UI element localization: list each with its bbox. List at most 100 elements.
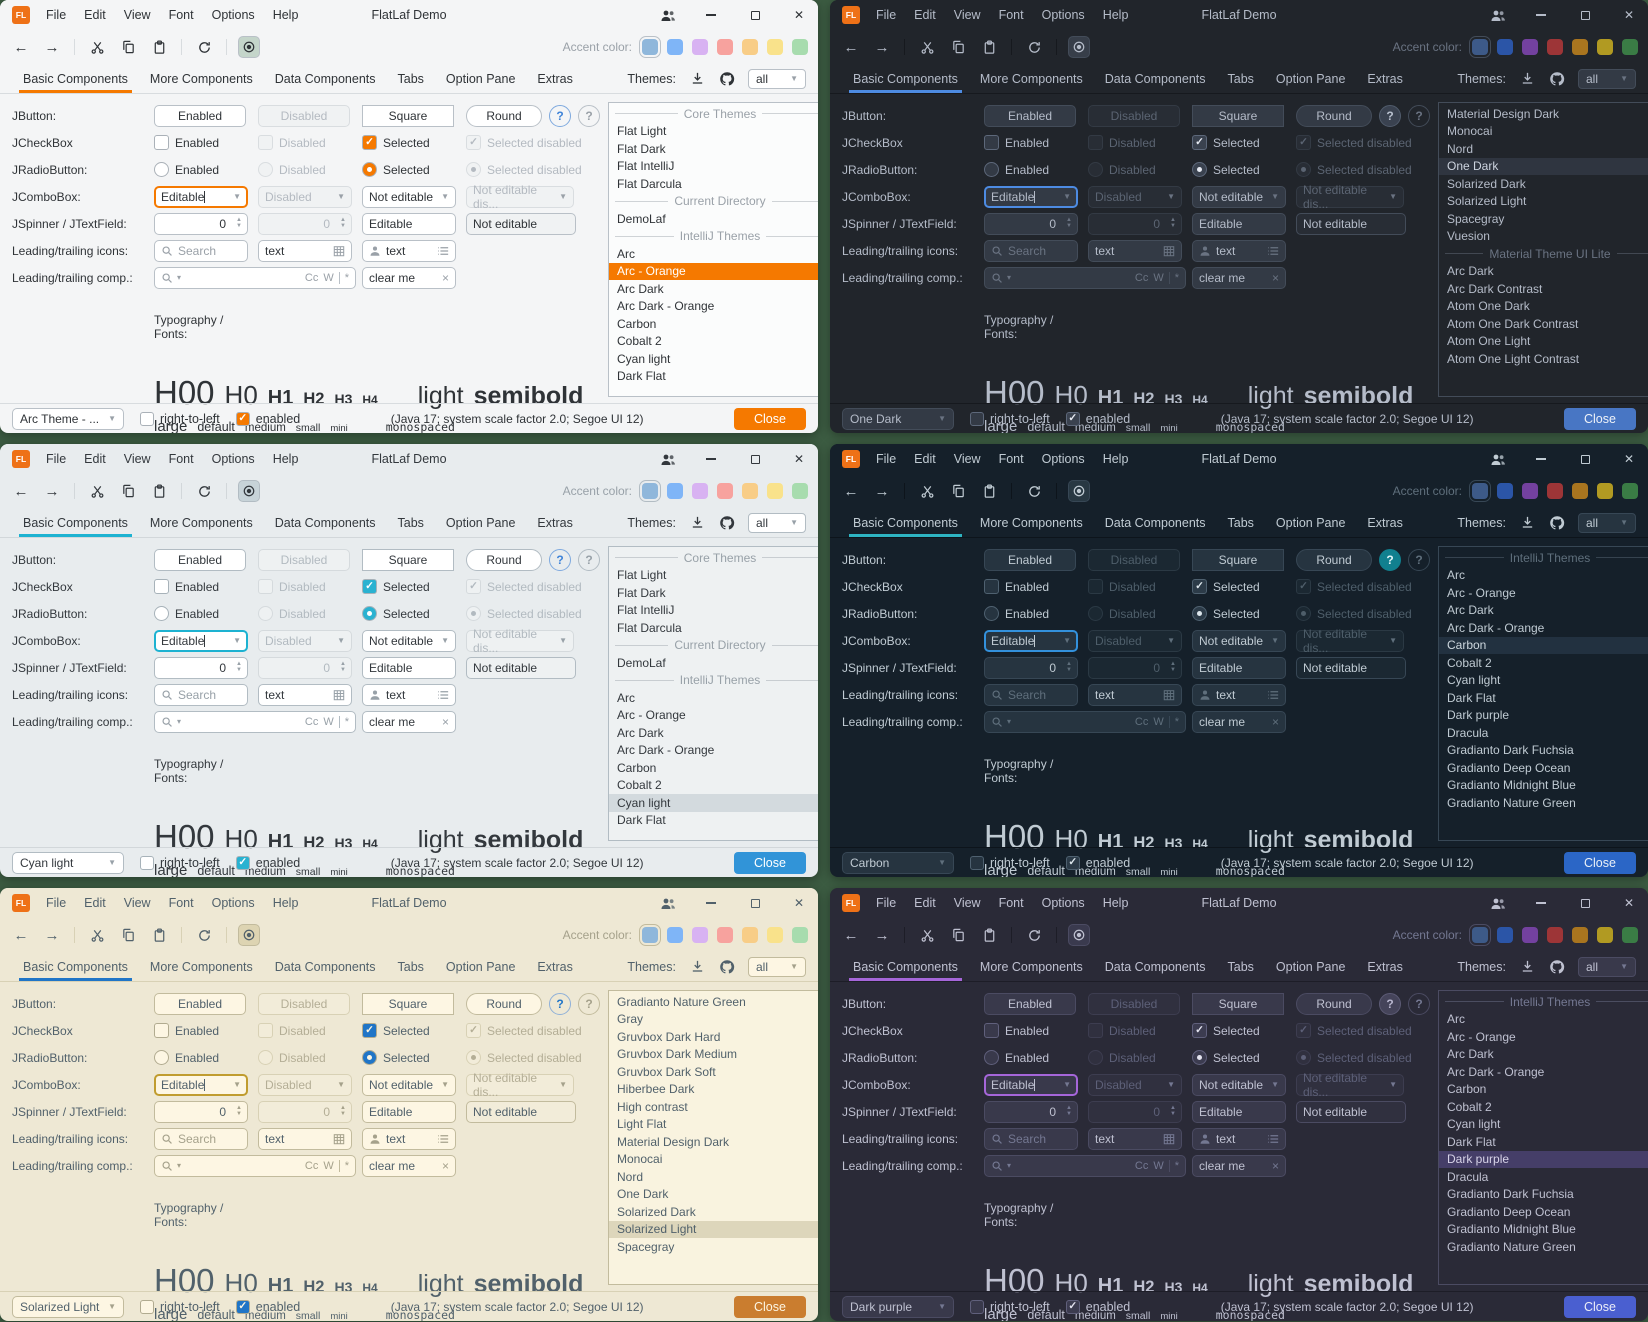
theme-selector-combo[interactable]: Cyan light ▼ <box>12 851 124 874</box>
textfield-editable[interactable]: Editable <box>1192 212 1286 235</box>
theme-list-item[interactable]: Cobalt 2 <box>1447 1099 1492 1114</box>
combobox-not-editable[interactable]: Not editable ▼ <box>1192 629 1286 652</box>
combobox-not-editable[interactable]: Not editable ▼ <box>362 1073 456 1096</box>
menu-item-options[interactable]: Options <box>211 896 255 910</box>
enabled-checkbox[interactable] <box>1065 411 1080 426</box>
enabled-button[interactable]: Enabled <box>984 992 1076 1015</box>
match-case-button[interactable]: Cc <box>1134 1159 1149 1172</box>
search-dropdown-icon[interactable] <box>161 1160 173 1172</box>
accent-swatch[interactable] <box>1522 927 1538 943</box>
tab-more-components[interactable]: More Components <box>149 515 253 530</box>
copy-icon[interactable] <box>117 924 139 946</box>
menu-item-font[interactable]: Font <box>168 896 194 910</box>
github-icon[interactable] <box>718 70 736 88</box>
help-button-accent[interactable]: ? <box>1379 548 1401 571</box>
theme-list-item[interactable]: Cyan light <box>609 794 818 812</box>
copy-icon[interactable] <box>947 924 969 946</box>
list-icon[interactable] <box>437 245 449 257</box>
theme-list-item[interactable]: Cyan light <box>617 351 671 366</box>
chevron-down-icon[interactable]: ▼ <box>1063 635 1071 645</box>
tab-option-pane[interactable]: Option Pane <box>1275 515 1346 530</box>
theme-list-item[interactable]: Material Design Dark <box>617 1134 730 1149</box>
chevron-down-icon[interactable]: ▼ <box>233 635 241 645</box>
theme-list-item[interactable]: Dark purple <box>1447 708 1510 723</box>
menu-item-view[interactable]: View <box>123 452 151 466</box>
users-icon[interactable] <box>1490 8 1505 22</box>
close-button[interactable]: Close <box>733 851 806 874</box>
close-window-button[interactable]: ✕ <box>793 8 805 22</box>
help-button[interactable]: ? <box>578 104 600 127</box>
menu-item-edit[interactable]: Edit <box>914 8 936 22</box>
menu-item-edit[interactable]: Edit <box>84 896 106 910</box>
download-icon[interactable] <box>1518 70 1536 88</box>
spinner[interactable]: 0 ▲ ▼ <box>984 1100 1078 1123</box>
download-icon[interactable] <box>688 70 706 88</box>
list-icon[interactable] <box>1267 245 1279 257</box>
search-input[interactable]: Search <box>154 683 248 706</box>
accent-swatch[interactable] <box>667 39 683 55</box>
paste-icon[interactable] <box>978 36 1000 58</box>
paste-icon[interactable] <box>978 480 1000 502</box>
regex-button[interactable]: * <box>344 271 349 284</box>
menu-item-help[interactable]: Help <box>272 8 299 22</box>
menu-item-help[interactable]: Help <box>272 896 299 910</box>
combobox-editable[interactable]: Editable ▼ <box>984 629 1078 652</box>
tab-tabs[interactable]: Tabs <box>397 71 424 86</box>
users-icon[interactable] <box>660 896 675 910</box>
accent-swatch[interactable] <box>1597 483 1613 499</box>
round-button[interactable]: Round <box>466 548 542 571</box>
right-to-left-checkbox[interactable] <box>140 855 154 870</box>
themes-filter-select[interactable]: all ▼ <box>748 512 806 533</box>
text-input-user-list[interactable]: text <box>1192 239 1286 262</box>
search-with-options-input[interactable]: ▾ Cc W * <box>154 1154 356 1177</box>
theme-list-item[interactable]: Flat Light <box>617 124 667 139</box>
radio-selected[interactable] <box>1192 1050 1207 1065</box>
spinner-arrows[interactable]: ▲ ▼ <box>1066 217 1072 229</box>
text-input-calendar[interactable]: text <box>258 683 352 706</box>
theme-list-item[interactable]: Arc Dark - Orange <box>1447 1064 1545 1079</box>
minimize-button[interactable] <box>704 452 718 466</box>
tab-data-components[interactable]: Data Components <box>274 959 376 974</box>
copy-icon[interactable] <box>947 36 969 58</box>
cut-icon[interactable] <box>86 36 108 58</box>
clear-icon[interactable]: × <box>441 714 449 729</box>
accent-swatch[interactable] <box>717 483 733 499</box>
theme-list-item[interactable]: Arc Dark - Orange <box>617 743 715 758</box>
menu-item-view[interactable]: View <box>953 896 981 910</box>
download-icon[interactable] <box>688 514 706 532</box>
accent-swatch[interactable] <box>1497 927 1513 943</box>
menu-item-help[interactable]: Help <box>1102 8 1129 22</box>
maximize-button[interactable] <box>1578 452 1592 466</box>
theme-list-item[interactable]: Dark Flat <box>617 813 666 828</box>
accent-swatch[interactable] <box>667 483 683 499</box>
forward-button[interactable]: → <box>874 926 890 944</box>
accent-swatch[interactable] <box>639 36 661 58</box>
radio-selected[interactable] <box>362 606 377 621</box>
round-button[interactable]: Round <box>1296 548 1372 571</box>
radio-enabled[interactable] <box>154 606 169 621</box>
match-case-button[interactable]: Cc <box>304 1159 319 1172</box>
regex-button[interactable]: * <box>344 715 349 728</box>
theme-list-item[interactable]: Gradianto Nature Green <box>1447 795 1576 810</box>
spinner-arrows[interactable]: ▲ ▼ <box>236 1105 242 1117</box>
tab-basic-components[interactable]: Basic Components <box>842 508 969 537</box>
theme-list-item[interactable]: Dark Flat <box>617 369 666 384</box>
textfield-editable[interactable]: Editable <box>362 212 456 235</box>
accent-swatch[interactable] <box>792 927 808 943</box>
close-button[interactable]: Close <box>733 407 806 430</box>
round-button[interactable]: Round <box>466 992 542 1015</box>
checkbox-enabled[interactable] <box>984 135 999 150</box>
themes-filter-select[interactable]: all ▼ <box>1578 512 1636 533</box>
theme-list-item[interactable]: Flat Dark <box>617 585 666 600</box>
accent-swatch[interactable] <box>1497 483 1513 499</box>
enabled-button[interactable]: Enabled <box>154 992 246 1015</box>
radio-enabled[interactable] <box>984 606 999 621</box>
tab-option-pane[interactable]: Option Pane <box>445 959 516 974</box>
paste-icon[interactable] <box>148 924 170 946</box>
menu-item-font[interactable]: Font <box>998 896 1024 910</box>
theme-list-item[interactable]: Carbon <box>1439 636 1648 654</box>
github-icon[interactable] <box>1548 514 1566 532</box>
theme-list-item[interactable]: Gradianto Nature Green <box>1447 1239 1576 1254</box>
radio-selected[interactable] <box>362 1050 377 1065</box>
chevron-down-icon[interactable]: ▼ <box>1271 635 1279 645</box>
